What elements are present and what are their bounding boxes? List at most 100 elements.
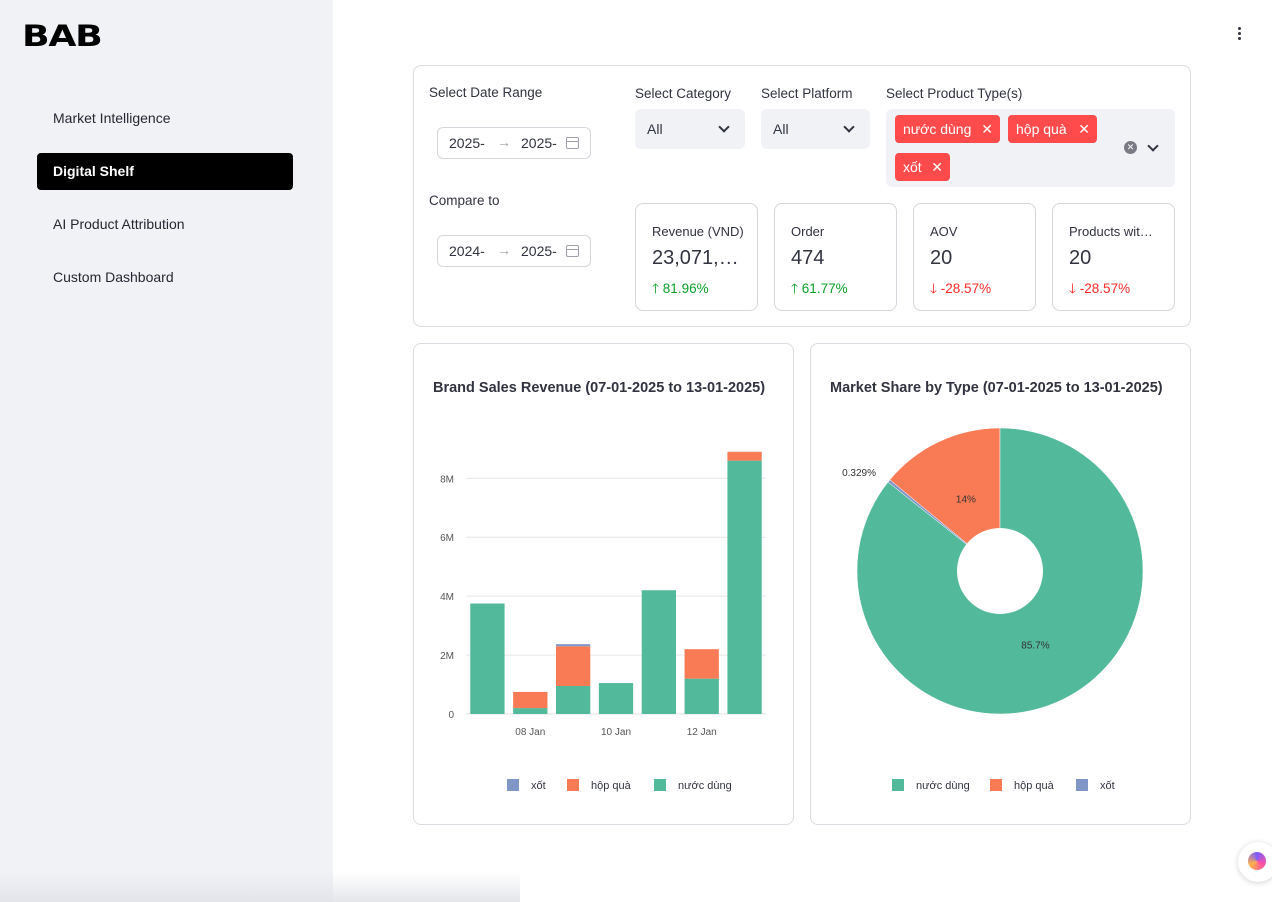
y-tick-label: 4M [440, 592, 454, 603]
bar-chart: 0 2M 4M 6M 8M 08 Jan 10 Jan 12 Jan [440, 451, 766, 738]
arrow-up-icon: 🡑 [791, 281, 799, 296]
brain-icon [1248, 852, 1266, 870]
metric-delta: 🡑 61.77% [791, 281, 848, 296]
pie-chart: 14% 0.329% 85.7% [842, 427, 1144, 715]
metric-value: 474 [791, 247, 825, 269]
sidebar: BAB Market Intelligence Digital Shelf AI… [0, 0, 333, 902]
y-tick-label: 6M [440, 533, 454, 544]
compare-date-end: 2025- [521, 243, 557, 259]
platform-label: Select Platform [761, 86, 853, 101]
x-tick-label: 10 Jan [601, 727, 631, 738]
legend-item-nuoc-dung[interactable]: nước dùng [892, 779, 970, 792]
calendar-icon [566, 245, 579, 257]
chevron-down-icon[interactable] [1147, 140, 1159, 152]
arrow-down-icon: 🡓 [930, 281, 938, 296]
x-tick-label: 08 Jan [515, 727, 545, 738]
metric-card-order: Order 474 🡑 61.77% [774, 203, 897, 311]
arrow-right-icon: → [497, 134, 511, 150]
compare-date-start: 2024- [449, 243, 485, 259]
chevron-down-icon [718, 121, 730, 133]
close-icon[interactable]: ✕ [1078, 121, 1090, 137]
y-tick-label: 8M [440, 474, 454, 485]
legend-swatch [654, 779, 666, 791]
legend-swatch [507, 779, 519, 791]
metric-value: 20 [930, 247, 953, 269]
bar-segment-nuoc-dung [598, 683, 634, 714]
date-range-label: Select Date Range [429, 85, 543, 100]
bar-segment-hop-qua [556, 646, 591, 687]
category-value: All [647, 121, 663, 137]
metric-value: 23,071,… [652, 247, 739, 269]
brand-logo[interactable]: BAB [22, 19, 103, 53]
legend-item-hop-qua[interactable]: hộp quà [567, 779, 631, 792]
pie-slice-label: 85.7% [1021, 640, 1049, 651]
legend-swatch [990, 779, 1002, 791]
arrow-down-icon: 🡓 [1069, 281, 1077, 296]
tag-label: hộp quà [1016, 121, 1067, 137]
legend-item-xot[interactable]: xốt [507, 779, 546, 792]
bar-segment-hop-qua [684, 649, 719, 679]
bar-segment-xot [556, 644, 591, 647]
compare-date-input[interactable]: 2024- → 2025- [437, 235, 591, 267]
product-type-tag[interactable]: xốt ✕ [895, 153, 950, 181]
sidebar-item-digital-shelf[interactable]: Digital Shelf [37, 153, 293, 190]
bar-chart-title: Brand Sales Revenue (07-01-2025 to 13-01… [433, 380, 766, 396]
sidebar-item-ai-product-attribution[interactable]: AI Product Attribution [53, 216, 185, 232]
chevron-down-icon [843, 121, 855, 133]
metric-value: 20 [1069, 247, 1092, 269]
close-icon[interactable]: ✕ [931, 159, 943, 175]
metric-label: Revenue (VND) [652, 224, 744, 239]
platform-value: All [773, 121, 789, 137]
pie-chart-title: Market Share by Type (07-01-2025 to 13-0… [830, 380, 1163, 396]
platform-select[interactable]: All [761, 109, 870, 149]
assistant-button[interactable] [1238, 842, 1272, 882]
pie-slice-hop-qua [889, 427, 1001, 572]
bar-segment-nuoc-dung [556, 686, 591, 714]
donut-hole [957, 528, 1043, 614]
arrow-up-icon: 🡑 [652, 281, 660, 296]
metric-card-products: Products wit… 20 🡓 -28.57% [1052, 203, 1175, 311]
bar-segment-nuoc-dung [727, 460, 762, 714]
calendar-icon [566, 137, 579, 149]
tag-label: xốt [903, 159, 922, 175]
legend-item-nuoc-dung[interactable]: nước dùng [654, 779, 732, 792]
bar-segment-hop-qua [727, 451, 762, 461]
legend-item-xot[interactable]: xốt [1076, 779, 1115, 792]
bar-segment-hop-qua [513, 691, 548, 709]
main-menu-icon[interactable] [1230, 22, 1248, 44]
date-range-input[interactable]: 2025- → 2025- [437, 127, 591, 159]
category-select[interactable]: All [635, 109, 745, 149]
metric-label: AOV [930, 224, 958, 239]
metric-card-aov: AOV 20 🡓 -28.57% [913, 203, 1036, 311]
legend-swatch [567, 779, 579, 791]
close-icon[interactable]: ✕ [981, 121, 993, 137]
product-type-tag[interactable]: hộp quà ✕ [1008, 115, 1097, 143]
clear-all-icon[interactable]: ✕ [1124, 141, 1137, 154]
metric-delta: 🡓 -28.57% [930, 281, 992, 296]
category-label: Select Category [635, 86, 732, 101]
metric-card-revenue: Revenue (VND) 23,071,… 🡑 81.96% [635, 203, 758, 311]
bottom-fade [0, 872, 520, 902]
date-range-end: 2025- [521, 135, 557, 151]
bar-segment-nuoc-dung [641, 590, 676, 714]
legend-item-hop-qua[interactable]: hộp quà [990, 779, 1054, 792]
sidebar-item-custom-dashboard[interactable]: Custom Dashboard [53, 269, 174, 285]
y-tick-label: 0 [448, 710, 454, 721]
product-type-label: Select Product Type(s) [886, 86, 1023, 101]
pie-slice-label: 0.329% [842, 468, 876, 479]
metric-delta: 🡓 -28.57% [1069, 281, 1131, 296]
x-tick-label: 12 Jan [687, 727, 717, 738]
y-tick-label: 2M [440, 651, 454, 662]
metric-label: Products wit… [1069, 224, 1153, 239]
tag-label: nước dùng [903, 121, 972, 137]
pie-slice-label: 14% [956, 495, 976, 506]
metric-label: Order [791, 224, 825, 239]
legend-swatch [1076, 779, 1088, 791]
bar-segment-nuoc-dung [684, 678, 719, 714]
legend-swatch [892, 779, 904, 791]
sidebar-item-market-intelligence[interactable]: Market Intelligence [53, 110, 171, 126]
bar-segment-nuoc-dung [470, 603, 505, 714]
product-type-multiselect[interactable]: nước dùng ✕ hộp quà ✕ xốt ✕ ✕ [886, 109, 1175, 187]
product-type-tag[interactable]: nước dùng ✕ [895, 115, 1000, 143]
bar-segment-nuoc-dung [513, 708, 548, 714]
